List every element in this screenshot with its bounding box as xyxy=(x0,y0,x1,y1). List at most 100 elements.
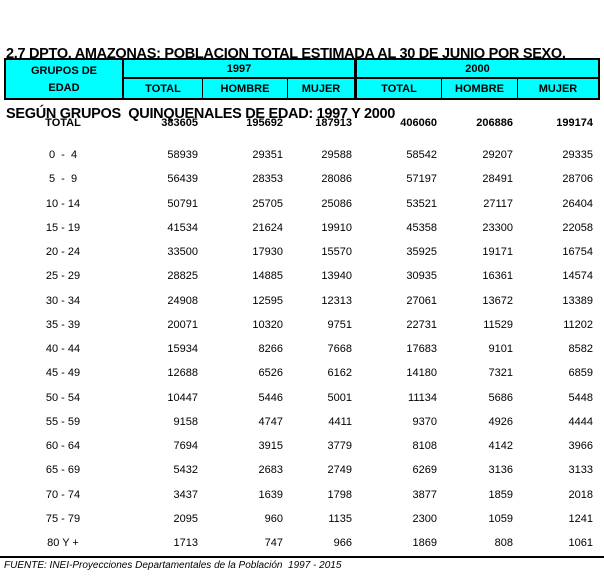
value-cell: 11134 xyxy=(408,391,437,404)
value-cell: 5001 xyxy=(327,391,352,404)
age-group-cell: 35 - 39 xyxy=(45,318,81,331)
table-row: 70 - 74 3437 1639 1798 3877 1859 2018 xyxy=(4,483,600,507)
value-cell: 53521 xyxy=(406,197,437,210)
value-cell: 2749 xyxy=(327,464,352,477)
value-cell: 1241 xyxy=(568,512,593,525)
value-cell: 2018 xyxy=(568,488,593,501)
value-cell: 1798 xyxy=(327,488,352,501)
table-body: TOTAL 383605 195692 187913 406060 206886 19917… xyxy=(4,100,600,555)
value-cell: 747 xyxy=(264,537,283,550)
value-cell: 10320 xyxy=(252,318,283,331)
header-cell-2000-total: TOTAL xyxy=(357,79,442,98)
value-cell: 28086 xyxy=(321,173,352,186)
value-cell: 2300 xyxy=(412,512,437,525)
table-row: 60 - 64 7694 3915 3779 8108 4142 3966 xyxy=(4,434,600,458)
value-cell: 23300 xyxy=(482,221,513,234)
value-cell: 17930 xyxy=(252,246,283,259)
header-cell-2000-hombre: HOMBRE xyxy=(442,79,518,98)
value-cell: 1135 xyxy=(328,512,352,525)
value-cell: 808 xyxy=(494,537,513,550)
value-cell: 5446 xyxy=(258,391,283,404)
value-cell: 3915 xyxy=(258,440,283,453)
value-cell: 7668 xyxy=(327,343,352,356)
age-group-cell: 55 - 59 xyxy=(45,415,81,428)
table-row: 65 - 69 5432 2683 2749 6269 3136 3133 xyxy=(4,458,600,482)
age-groups-label-line-1: GRUPOS DE xyxy=(30,64,97,77)
age-group-cell: 20 - 24 xyxy=(45,246,81,259)
value-cell: 16754 xyxy=(562,246,593,259)
table-row: 75 - 79 2095 960 1135 2300 1059 1241 xyxy=(4,507,600,531)
value-cell: 24908 xyxy=(167,294,198,307)
value-cell: 20071 xyxy=(167,318,198,331)
value-cell: 3877 xyxy=(412,488,437,501)
value-cell: 7321 xyxy=(488,367,513,380)
value-cell: 3437 xyxy=(173,488,198,501)
source-note: FUENTE: INEI-Proyecciones Departamentale… xyxy=(4,560,342,571)
age-group-cell: 0 - 4 xyxy=(48,149,78,162)
value-cell: 6162 xyxy=(327,367,352,380)
table-row: 20 - 24 33500 17930 15570 35925 19171 16754 xyxy=(4,240,600,264)
value-cell: 195692 xyxy=(246,117,283,129)
value-cell: 187913 xyxy=(315,117,352,129)
value-cell: 12313 xyxy=(321,294,352,307)
value-cell: 6859 xyxy=(568,367,593,380)
age-group-cell: 45 - 49 xyxy=(45,367,81,380)
value-cell: 9751 xyxy=(327,318,352,331)
value-cell: 1859 xyxy=(488,488,513,501)
value-cell: 25705 xyxy=(252,197,283,210)
value-cell: 27061 xyxy=(406,294,437,307)
value-cell: 12595 xyxy=(252,294,283,307)
value-cell: 50791 xyxy=(167,197,198,210)
page-title-line-2: SEGÚN GRUPOS QUINQUENALES DE EDAD: 1997 … xyxy=(6,106,396,122)
value-cell: 2683 xyxy=(258,464,283,477)
table-row: 55 - 59 9158 4747 4411 9370 4926 4444 xyxy=(4,410,600,434)
header-cell-year-2000: 2000 xyxy=(357,60,598,79)
value-cell: 4747 xyxy=(258,415,283,428)
bottom-rule xyxy=(0,556,604,558)
value-cell: 8108 xyxy=(412,440,437,453)
age-group-cell: 5 - 9 xyxy=(48,173,78,186)
value-cell: 9158 xyxy=(173,415,198,428)
value-cell: 1061 xyxy=(568,537,593,550)
value-cell: 3133 xyxy=(568,464,593,477)
header-cell-1997-hombre: HOMBRE xyxy=(203,79,288,98)
value-cell: 6269 xyxy=(412,464,437,477)
value-cell: 15570 xyxy=(321,246,352,259)
value-cell: 2095 xyxy=(173,512,198,525)
value-cell: 3136 xyxy=(488,464,513,477)
table-row: 0 - 4 58939 29351 29588 58542 29207 29335 xyxy=(4,143,600,167)
age-group-cell: 80 Y + xyxy=(47,537,79,550)
age-group-cell: 15 - 19 xyxy=(45,221,81,234)
value-cell: 4926 xyxy=(488,415,513,428)
header-cell-age-groups: GRUPOS DE EDAD xyxy=(6,60,124,98)
table-row: 80 Y + 1713 747 966 1869 808 1061 xyxy=(4,531,600,555)
value-cell: 9370 xyxy=(412,415,437,428)
value-cell: 5686 xyxy=(488,391,513,404)
age-group-cell: 70 - 74 xyxy=(45,488,81,501)
value-cell: 6526 xyxy=(258,367,283,380)
value-cell: 9101 xyxy=(488,343,513,356)
value-cell: 960 xyxy=(264,512,283,525)
value-cell: 29351 xyxy=(252,149,283,162)
value-cell: 13389 xyxy=(562,294,593,307)
age-group-cell: 65 - 69 xyxy=(45,464,81,477)
value-cell: 29335 xyxy=(562,149,593,162)
value-cell: 25086 xyxy=(321,197,352,210)
value-cell: 1639 xyxy=(258,488,283,501)
value-cell: 8582 xyxy=(568,343,593,356)
value-cell: 1713 xyxy=(173,537,198,550)
value-cell: 11529 xyxy=(483,318,513,331)
value-cell: 10447 xyxy=(167,391,198,404)
value-cell: 58542 xyxy=(406,149,437,162)
age-group-cell: 25 - 29 xyxy=(45,270,81,283)
value-cell: 15934 xyxy=(167,343,198,356)
value-cell: 406060 xyxy=(400,117,437,129)
age-group-cell: 75 - 79 xyxy=(45,512,81,525)
age-group-cell: 50 - 54 xyxy=(45,391,81,404)
value-cell: 12688 xyxy=(167,367,198,380)
value-cell: 33500 xyxy=(167,246,198,259)
value-cell: 19910 xyxy=(321,221,352,234)
value-cell: 5432 xyxy=(173,464,198,477)
value-cell: 30935 xyxy=(406,270,437,283)
value-cell: 58939 xyxy=(167,149,198,162)
